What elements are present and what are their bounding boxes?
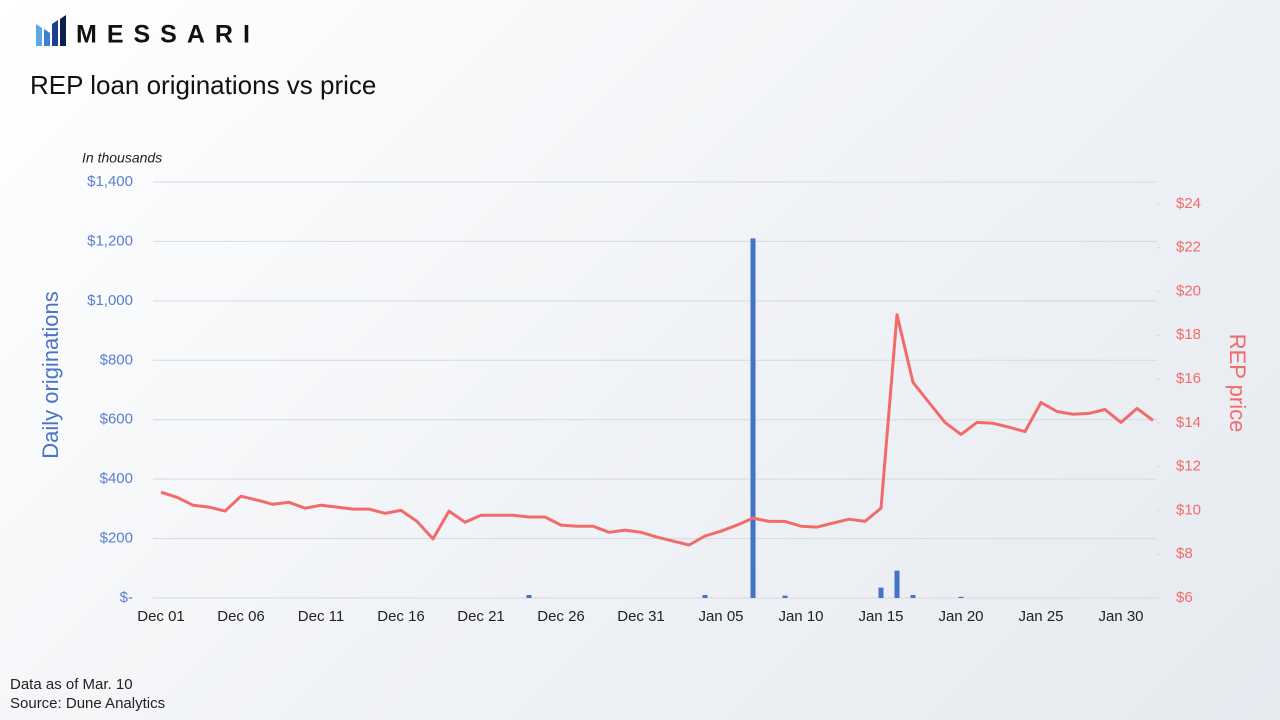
x-tick-label: Jan 25 [1018, 608, 1063, 625]
y-tick-label: $- [120, 589, 133, 606]
bar [910, 595, 916, 598]
y-axis-title: Daily originations [38, 291, 63, 459]
x-tick-label: Dec 26 [537, 608, 585, 625]
chart-title: REP loan originations vs price [30, 70, 376, 100]
x-tick-label: Dec 01 [137, 608, 185, 625]
y-tick-label: $1,000 [87, 292, 133, 309]
subtitle: In thousands [82, 150, 162, 166]
brand: MESSARI [76, 21, 260, 49]
price-line [160, 313, 1154, 547]
y2-tick-label: $24 [1176, 195, 1201, 212]
x-tick-label: Jan 05 [698, 608, 743, 625]
bar [750, 238, 756, 598]
x-tick-label: Dec 11 [298, 608, 344, 625]
bar [878, 587, 884, 598]
x-tick-label: Jan 15 [858, 608, 903, 625]
x-tick-label: Dec 31 [617, 608, 665, 625]
bar [526, 595, 532, 598]
x-tick-label: Dec 21 [457, 608, 505, 625]
bar [894, 570, 900, 598]
y2-axis-title: REP price [1225, 334, 1250, 433]
bar [958, 596, 964, 598]
y2-tick-label: $14 [1176, 414, 1201, 431]
y2-tick-label: $6 [1176, 589, 1193, 606]
y2-tick-label: $16 [1176, 370, 1201, 387]
x-tick-label: Jan 30 [1098, 608, 1143, 625]
y2-tick-label: $22 [1176, 239, 1201, 256]
y-tick-label: $600 [100, 411, 133, 428]
y-tick-label: $1,400 [87, 173, 133, 190]
y2-tick-label: $8 [1176, 545, 1193, 562]
note: Source: Dune Analytics [10, 695, 165, 712]
logo-icon [36, 15, 66, 46]
y2-tick-label: $20 [1176, 282, 1201, 299]
x-tick-label: Dec 06 [217, 608, 265, 625]
y2-tick-label: $12 [1176, 458, 1201, 475]
bar [702, 595, 708, 598]
y-tick-label: $1,200 [87, 232, 133, 249]
y-tick-label: $800 [100, 351, 133, 368]
y2-tick-label: $10 [1176, 501, 1201, 518]
y-tick-label: $200 [100, 530, 133, 547]
x-tick-label: Jan 10 [778, 608, 823, 625]
x-tick-label: Dec 16 [377, 608, 425, 625]
bar [782, 595, 788, 598]
y2-tick-label: $18 [1176, 326, 1201, 343]
x-tick-label: Jan 20 [938, 608, 983, 625]
y-tick-label: $400 [100, 470, 133, 487]
note: Data as of Mar. 10 [10, 676, 133, 693]
